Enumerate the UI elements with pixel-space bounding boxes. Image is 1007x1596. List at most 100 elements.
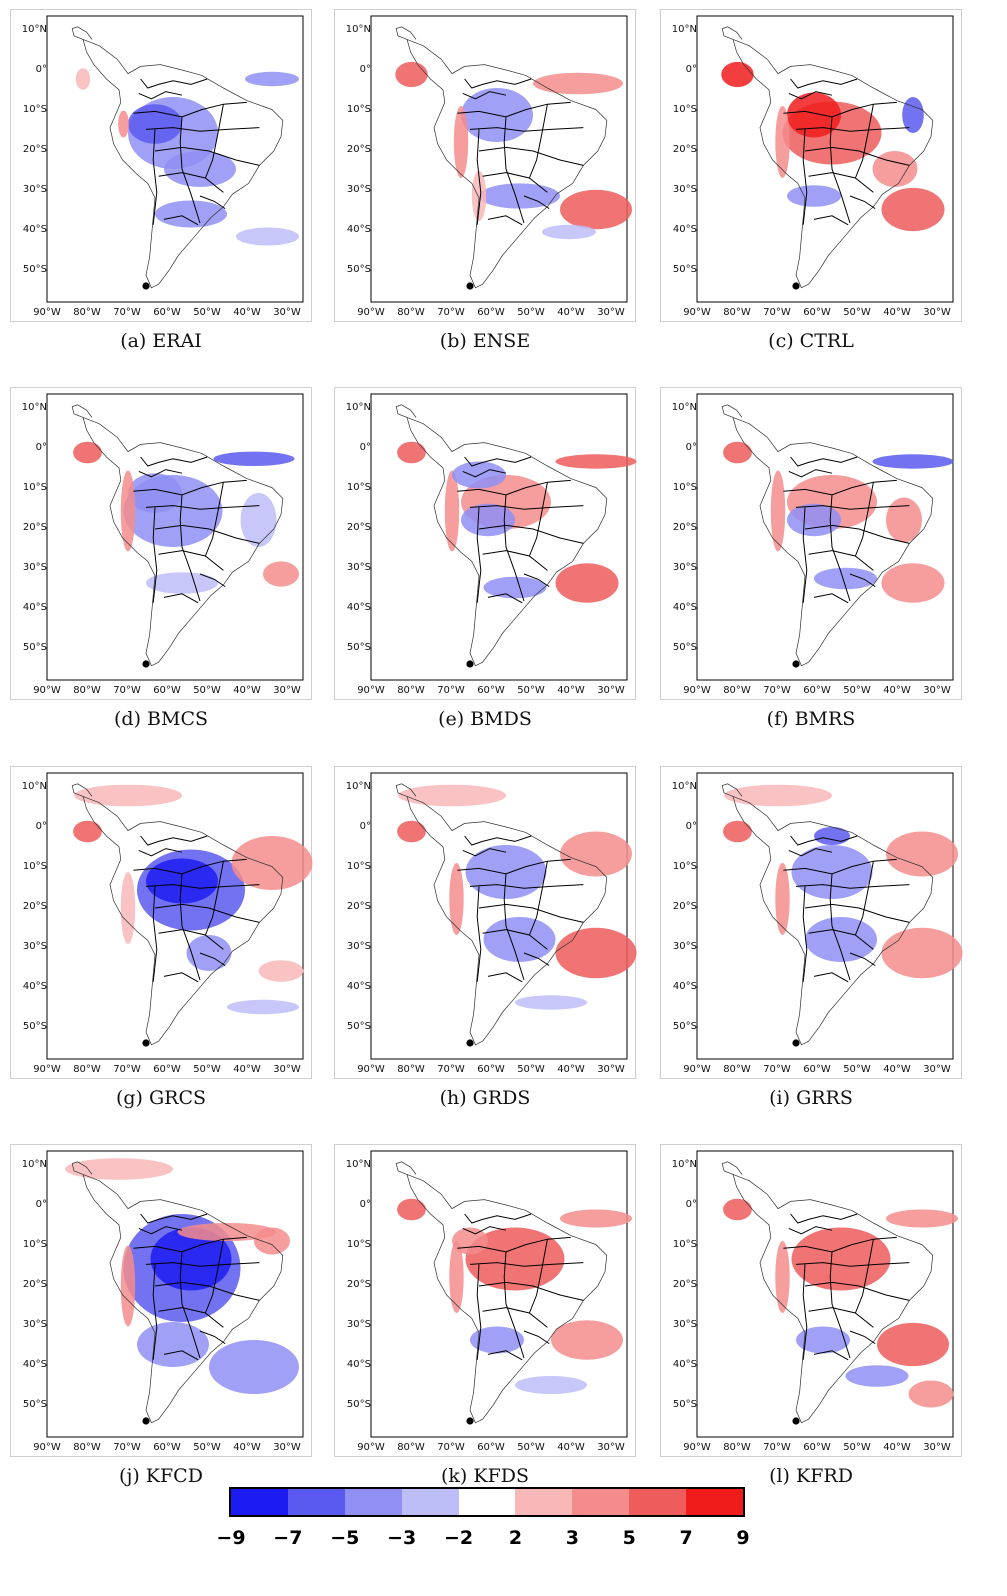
country-border [179,873,201,981]
map-panel: 10°N 0° 10°S 20°S 30°S 40°S 50°S 90°W 80°W 70°W 60… [334,9,636,322]
lon-tick-label: 80°W [397,685,425,696]
lat-tick-label: 0° [685,821,697,832]
country-border [528,861,548,936]
lon-tick-label: 80°W [723,1064,751,1075]
country-border [487,593,523,604]
anomaly-region [533,72,623,95]
anomaly-region [245,71,299,87]
anomaly-region [73,441,102,464]
lon-tick-label: 70°W [437,1064,465,1075]
map-plot [370,1150,632,1438]
lon-tick-label: 90°W [33,1442,61,1453]
lat-tick-label: 40°S [346,981,371,992]
lat-tick-label: 10°N [21,1159,47,1170]
country-border [482,929,548,950]
lon-tick-label: 60°W [477,1064,505,1075]
country-border [152,1264,158,1360]
lat-tick-label: 30°S [346,562,371,573]
country-border [476,129,482,225]
map-plot [696,1150,958,1438]
lon-tick-label: 80°W [723,685,751,696]
country-border [849,952,876,967]
country-border [523,573,550,588]
anomaly-region [791,845,873,899]
anomaly-region [397,441,426,464]
country-border [795,1262,910,1267]
lat-tick-label: 10°N [21,402,47,413]
anomaly-region [814,827,850,845]
lat-tick-label: 30°S [22,184,47,195]
country-border [158,1307,224,1328]
lat-tick-label: 0° [359,64,371,75]
country-border [204,104,224,179]
country-border [199,952,226,967]
map-plot [696,772,963,1060]
panel-caption: (f) BMRS [766,708,856,730]
tierra-del-fuego [792,1039,800,1047]
coastline [71,783,93,797]
lon-tick-label: 30°W [923,1442,951,1453]
anomaly-region [397,820,426,843]
country-border [457,479,571,496]
lat-tick-label: 20°S [346,144,371,155]
coastline [406,38,608,289]
country-border [154,903,260,923]
country-border [138,91,183,100]
lon-tick-label: 40°W [557,1442,585,1453]
lon-tick-label: 60°W [477,1442,505,1453]
country-border [469,505,584,510]
lat-tick-label: 50°S [672,1021,697,1032]
colorbar-tick-label: 3 [565,1527,579,1549]
country-border [802,886,808,982]
coastline [82,795,284,1046]
lat-tick-label: 20°S [672,522,697,533]
country-border [788,1226,833,1235]
country-border [795,127,910,132]
country-border [133,858,247,875]
tierra-del-fuego [142,660,150,668]
coastline [732,416,934,667]
lat-tick-label: 50°S [22,1399,47,1410]
map-panel: 10°N 0° 10°S 20°S 30°S 40°S 50°S 90°W 80°W 70°W 60… [334,1144,636,1457]
country-border [464,1213,532,1224]
coastline [732,38,934,289]
coastline [395,783,417,797]
lat-tick-label: 40°S [22,224,47,235]
lat-tick-label: 40°S [346,602,371,613]
colorbar-swatch [344,1489,402,1515]
coastline [71,26,93,40]
country-border [179,116,201,224]
lat-tick-label: 30°S [346,1319,371,1330]
anomaly-region [470,1326,524,1354]
country-border [829,116,851,224]
country-border [154,524,260,544]
lat-tick-label: 10°N [345,781,371,792]
lat-tick-label: 10°N [21,781,47,792]
panel-caption: (a) ERAI [120,330,202,352]
map-plot [46,15,304,303]
anomaly-region [150,1227,232,1291]
lon-tick-label: 90°W [33,307,61,318]
anomaly-region [775,863,790,935]
tierra-del-fuego [466,1417,474,1425]
lon-tick-label: 80°W [73,1442,101,1453]
anomaly-region [120,470,136,552]
lat-tick-label: 50°S [672,264,697,275]
panel-caption: (j) KFCD [119,1465,203,1487]
country-border [795,505,910,510]
colorbar-tick-label: 2 [508,1527,523,1549]
country-border [829,494,851,602]
lat-tick-label: 40°S [22,1359,47,1370]
country-border [478,524,584,544]
country-border [462,1226,507,1235]
lat-tick-label: 20°S [672,901,697,912]
anomaly-region [872,151,918,187]
lon-tick-label: 40°W [883,1442,911,1453]
lat-tick-label: 30°S [672,184,697,195]
anomaly-region [787,185,841,207]
lat-tick-label: 10°S [22,104,47,115]
country-border [503,1251,525,1359]
coastline [721,404,743,418]
country-border [140,1213,208,1224]
lon-tick-label: 70°W [113,307,141,318]
